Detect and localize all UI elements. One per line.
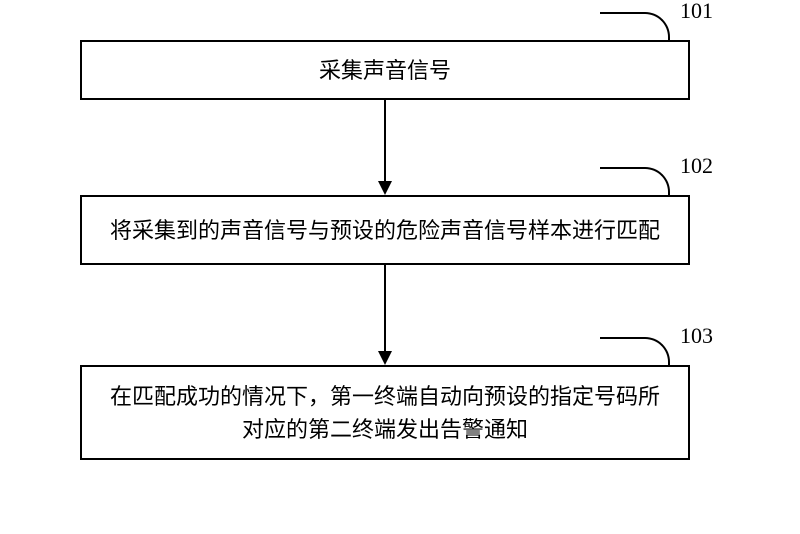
arrow-edge-2 (384, 265, 386, 351)
node-label-step2: 102 (680, 153, 713, 179)
flowchart-node-step1: 采集声音信号 (80, 40, 690, 100)
arrow-head-1 (378, 181, 392, 195)
flowchart-node-step2: 将采集到的声音信号与预设的危险声音信号样本进行匹配 (80, 195, 690, 265)
callout-line-step1 (600, 12, 670, 40)
node-text: 将采集到的声音信号与预设的危险声音信号样本进行匹配 (110, 214, 660, 247)
callout-line-step2 (600, 167, 670, 195)
node-label-step1: 101 (680, 0, 713, 24)
node-label-step3: 103 (680, 323, 713, 349)
node-text: 采集声音信号 (319, 54, 451, 87)
flowchart-node-step3: 在匹配成功的情况下，第一终端自动向预设的指定号码所 对应的第二终端发出告警通知 (80, 365, 690, 460)
node-text: 在匹配成功的情况下，第一终端自动向预设的指定号码所 对应的第二终端发出告警通知 (110, 380, 660, 446)
arrow-edge-1 (384, 100, 386, 181)
callout-line-step3 (600, 337, 670, 365)
arrow-head-2 (378, 351, 392, 365)
